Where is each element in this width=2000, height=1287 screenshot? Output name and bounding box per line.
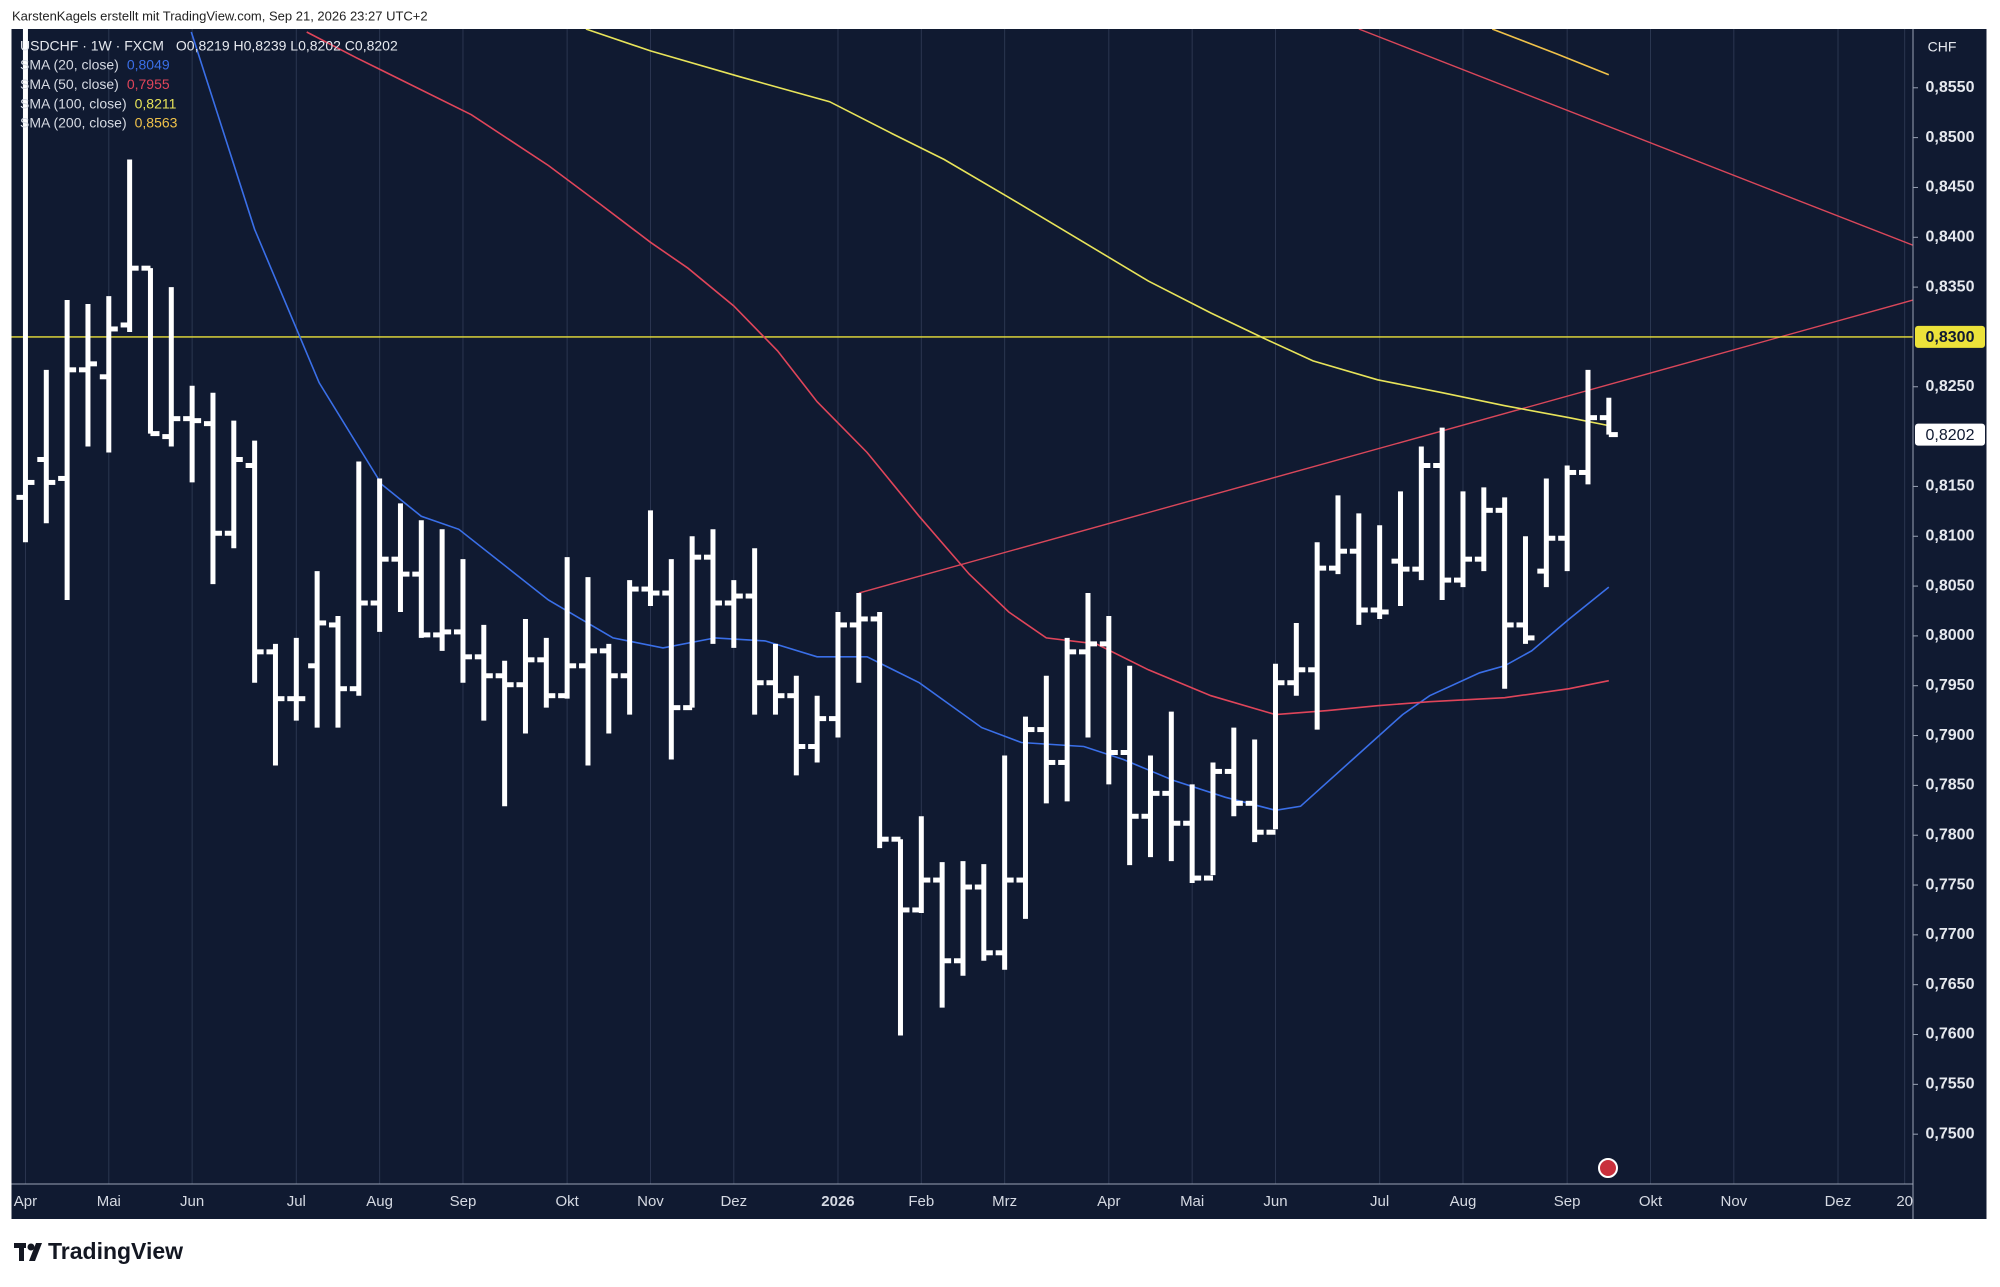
- x-tick-label: Jun: [1263, 1193, 1287, 1210]
- x-tick-label: Okt: [555, 1193, 579, 1210]
- x-tick-label: Mai: [97, 1193, 121, 1210]
- legend-value: 0,7955: [127, 76, 170, 92]
- x-tick-label: Jul: [287, 1193, 306, 1210]
- moving-average-line: [1491, 29, 1610, 76]
- last-price-box: [1915, 423, 1985, 446]
- last-price-label: 0,8202: [1926, 427, 1975, 444]
- y-tick-label: 0,8100: [1926, 527, 1975, 544]
- legend-value: 0,8211: [135, 95, 177, 111]
- y-tick-label: 0,8400: [1926, 228, 1975, 245]
- logo-shape: [29, 1243, 42, 1261]
- x-tick-label: Sep: [1554, 1193, 1581, 1210]
- x-tick-label: 20: [1896, 1193, 1913, 1210]
- chart-title: USDCHF · 1W · FXCM: [20, 38, 164, 54]
- legend-value: 0,8049: [127, 57, 170, 73]
- grid: [24, 29, 1906, 1184]
- x-tick-label: Sep: [450, 1193, 477, 1210]
- y-tick-label: 0,7950: [1926, 677, 1975, 694]
- y-tick-label: 0,8500: [1926, 129, 1975, 146]
- attribution: KarstenKagels erstellt mit TradingView.c…: [12, 8, 428, 23]
- y-tick-label: 0,8000: [1926, 627, 1975, 644]
- y-tick-label: 0,7700: [1926, 926, 1975, 943]
- y-tick-label: 0,7500: [1926, 1125, 1975, 1142]
- price-line-label-box: [1915, 325, 1985, 348]
- moving-average-line: [306, 31, 1609, 716]
- y-tick-label: 0,8050: [1926, 577, 1975, 594]
- y-tick-label: 0,8350: [1926, 278, 1975, 295]
- y-tick-label: 0,8450: [1926, 179, 1975, 196]
- y-tick-label: 0,7850: [1926, 777, 1975, 794]
- legend-label: SMA (100, close): [20, 95, 127, 111]
- y-tick-label: 0,7650: [1926, 976, 1975, 993]
- x-tick-label: Feb: [908, 1193, 934, 1210]
- logo-shape: [19, 1243, 24, 1261]
- x-tick-label: Okt: [1639, 1193, 1663, 1210]
- x-tick-label: 2026: [821, 1193, 854, 1210]
- brand-logo: TradingView: [14, 1238, 183, 1264]
- axes: Apr Mai Jun Jul Aug Sep Okt Nov Dez 2026 Feb Mrz Apr…: [11, 29, 1985, 1219]
- x-tick-label: Mrz: [992, 1193, 1017, 1210]
- y-tick-label: 0,7900: [1926, 727, 1975, 744]
- trend-line: [1358, 29, 1913, 246]
- x-tick-label: Jun: [180, 1193, 204, 1210]
- legend-label: SMA (200, close): [20, 115, 127, 131]
- event-marker: [1598, 1158, 1618, 1178]
- x-tick-label: Nov: [1720, 1193, 1747, 1210]
- plot-area: [11, 29, 1913, 1036]
- legend-value: 0,8563: [135, 115, 178, 131]
- y-tick-label: 0,8550: [1926, 79, 1975, 96]
- currency-label: CHF: [1928, 39, 1957, 55]
- x-tick-label: Aug: [1450, 1193, 1477, 1210]
- x-tick-label: Apr: [1097, 1193, 1120, 1210]
- y-tick-label: 0,8150: [1926, 478, 1975, 495]
- x-tick-label: Dez: [1825, 1193, 1852, 1210]
- x-tick-label: Nov: [637, 1193, 664, 1210]
- legend-label: SMA (20, close): [20, 57, 119, 73]
- y-tick-label: 0,8250: [1926, 378, 1975, 395]
- x-tick-label: Mai: [1180, 1193, 1204, 1210]
- price-line-label: 0,8300: [1926, 329, 1975, 346]
- trend-line: [858, 299, 1913, 594]
- y-tick-label: 0,7550: [1926, 1076, 1975, 1093]
- logo-shape: [27, 1243, 35, 1251]
- y-tick-label: 0,7750: [1926, 876, 1975, 893]
- ohlc-legend: O0,8219 H0,8239 L0,8202 C0,8202: [176, 38, 398, 54]
- y-tick-label: 0,7800: [1926, 826, 1975, 843]
- x-tick-label: Jul: [1370, 1193, 1389, 1210]
- legend-label: SMA (50, close): [20, 76, 119, 92]
- x-tick-label: Apr: [14, 1193, 37, 1210]
- moving-average-line: [585, 29, 1609, 427]
- brand-name: TradingView: [48, 1238, 183, 1264]
- x-tick-label: Aug: [366, 1193, 393, 1210]
- chart-background: [11, 29, 1987, 1219]
- moving-average-line: [190, 31, 1610, 812]
- x-tick-label: Dez: [720, 1193, 747, 1210]
- y-tick-label: 0,7600: [1926, 1026, 1975, 1043]
